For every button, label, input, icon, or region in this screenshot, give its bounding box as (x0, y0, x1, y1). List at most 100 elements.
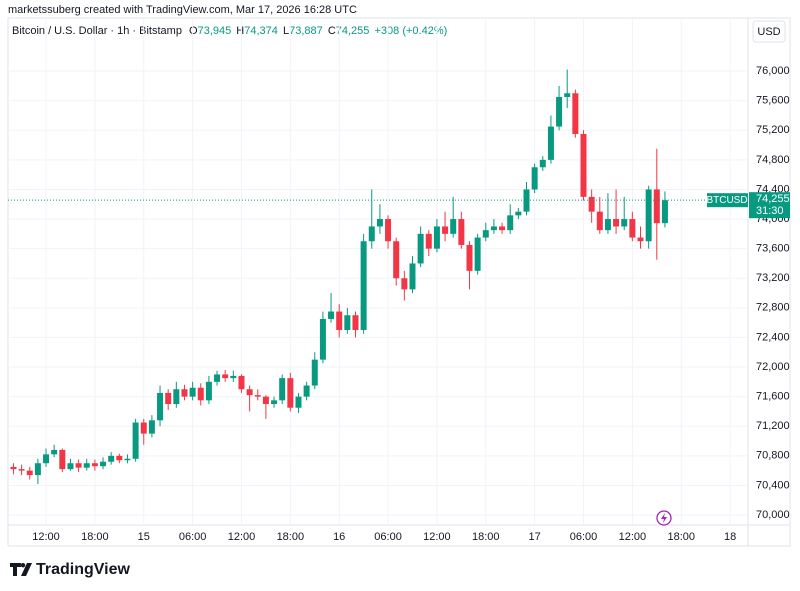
logo-mark (10, 563, 32, 576)
candle-body (100, 461, 107, 467)
candle-body (91, 463, 98, 467)
legend-line: Bitcoin / U.S. Dollar · 1h · Bitstamp O7… (12, 25, 447, 37)
flash-icon[interactable] (656, 510, 672, 526)
x-tick-label: 12:00 (228, 531, 256, 543)
y-tick-label: 70,400 (756, 479, 790, 491)
y-tick-label: 70,800 (756, 450, 790, 462)
candle-body (613, 219, 620, 227)
x-tick-label: 12:00 (32, 531, 60, 543)
candle-body (43, 454, 50, 464)
candle-body (531, 167, 538, 190)
candle-body (279, 378, 286, 401)
attribution: marketssuberg created with TradingView.c… (8, 4, 357, 16)
y-tick-label: 76,000 (756, 65, 790, 77)
candle-body (328, 311, 335, 319)
h-value: 74,374 (244, 25, 278, 37)
candle-body (474, 237, 481, 271)
candle-body (230, 375, 237, 379)
candle-body (376, 219, 383, 227)
candle-body (393, 241, 400, 279)
candle-body (83, 463, 90, 468)
candle-body (303, 385, 310, 397)
candle-body (458, 219, 465, 245)
candle-body (360, 241, 367, 331)
currency-button[interactable] (752, 20, 786, 43)
candle-body (637, 237, 644, 242)
y-tick-label: 75,600 (756, 95, 790, 107)
candle-body (132, 422, 139, 459)
candle-body (157, 392, 164, 421)
candle-body (59, 449, 66, 470)
symbol-label: BTCUSD (706, 195, 747, 206)
candle-body (466, 244, 473, 271)
candle-body (34, 463, 41, 476)
candle-body (238, 375, 245, 390)
candle-body (515, 211, 522, 216)
candle-body (629, 219, 636, 238)
candle-body (319, 318, 326, 360)
candle-body (564, 93, 571, 97)
x-tick-label: 18:00 (81, 531, 109, 543)
candle-body (523, 189, 530, 212)
y-tick-label: 71,600 (756, 391, 790, 403)
candle-body (124, 458, 131, 461)
y-tick-label: 75,200 (756, 124, 790, 136)
y-tick-label: 72,000 (756, 361, 790, 373)
y-tick-label: 72,800 (756, 302, 790, 314)
candle-body (295, 396, 302, 408)
c-value: 74,255 (336, 25, 370, 37)
candle-body (287, 378, 294, 408)
candle-body (409, 263, 416, 290)
candle-body (205, 381, 212, 401)
brand-logo: TradingView (10, 561, 131, 578)
candle-body (425, 233, 432, 249)
candle-body (108, 455, 115, 462)
candle-body (482, 230, 489, 238)
brand: TradingView (36, 561, 131, 578)
pane-frame (7, 17, 791, 547)
x-tick-label: 16 (333, 531, 345, 543)
x-tick-label: 12:00 (423, 531, 451, 543)
currency[interactable]: USD (757, 26, 780, 38)
candle-body (442, 226, 449, 234)
candle-body (51, 449, 58, 455)
candle-body (539, 159, 546, 168)
candle-body (148, 420, 155, 434)
x-tick-label: 12:00 (619, 531, 647, 543)
candle-body (490, 226, 497, 231)
candle-body (645, 189, 652, 242)
candle-body (254, 395, 261, 397)
y-tick-label: 74,800 (756, 154, 790, 166)
candle-body (116, 455, 123, 461)
candle-body (189, 387, 196, 397)
candles (10, 69, 668, 484)
candle-body (450, 219, 457, 234)
x-tick-label: 06:00 (570, 531, 598, 543)
candle-body (588, 196, 595, 212)
icon-bolt[interactable] (661, 513, 667, 523)
candle-body (10, 466, 17, 470)
candle-body (499, 226, 506, 231)
candle-body (556, 96, 563, 127)
y-tick-label: 73,600 (756, 243, 790, 255)
candle-body (507, 215, 514, 231)
o-value: 73,945 (198, 25, 232, 37)
candle-body (262, 396, 269, 405)
l-key: L (283, 25, 289, 37)
candle-body (140, 422, 147, 434)
candle-body (653, 189, 660, 224)
candle-body (271, 400, 278, 405)
candle-body (661, 200, 668, 224)
candle-body (352, 315, 359, 331)
icon-ring[interactable] (656, 510, 672, 526)
price-tag (749, 192, 790, 219)
x-tick-label: 18:00 (472, 531, 500, 543)
symbol-title: Bitcoin / U.S. Dollar · 1h · Bitstamp (12, 25, 182, 37)
y-tick-label: 72,400 (756, 331, 790, 343)
candle-body (417, 233, 424, 264)
candle-body (165, 392, 172, 405)
candle-body (604, 219, 611, 231)
candle-body (246, 389, 253, 396)
